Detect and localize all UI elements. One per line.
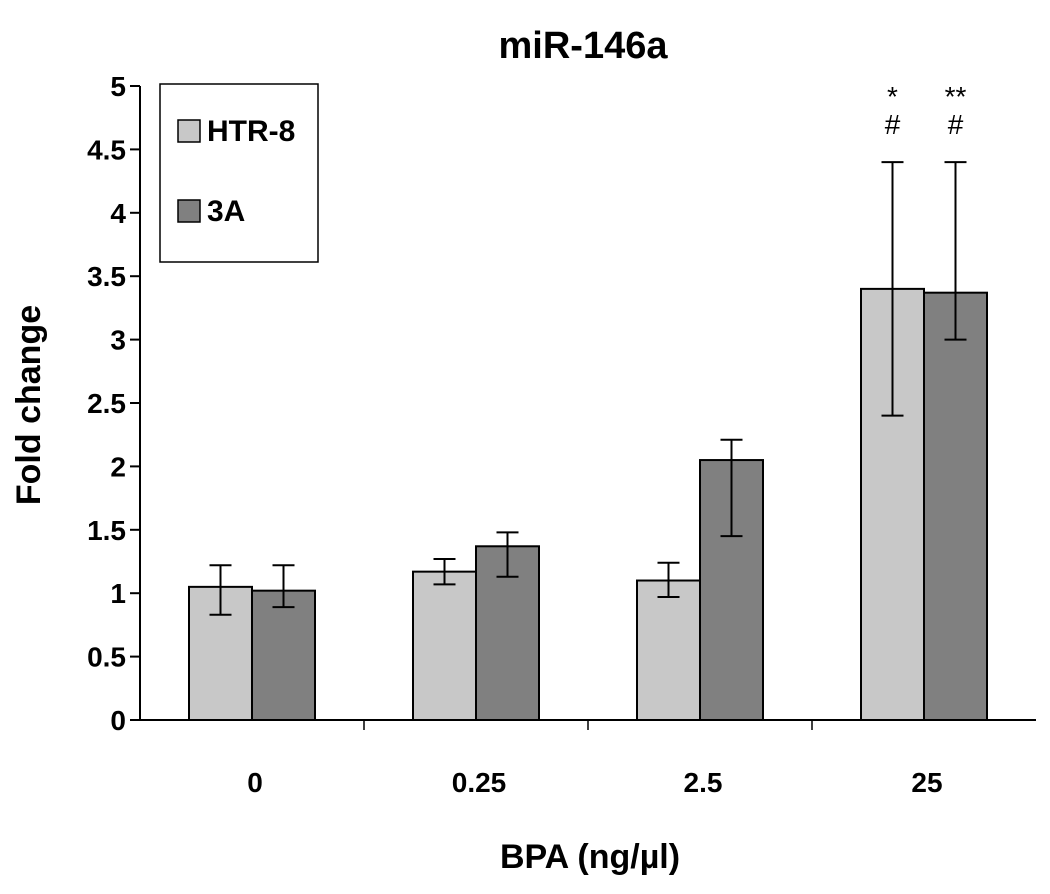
significance-annotations: *#**# [885,81,967,140]
legend-label: 3A [207,195,245,228]
x-tick-label: 2.5 [684,767,723,798]
y-tick-label: 4.5 [87,134,126,165]
bar [923,291,988,721]
legend-swatch [177,119,201,143]
x-axis-label: BPA (ng/µl) [500,838,680,876]
legend-swatch [177,199,201,223]
y-tick-label: 4 [110,198,126,229]
x-axis-ticks: 0 0.25 2.5 25 [247,720,943,798]
bar [188,585,253,721]
y-tick-label: 0.5 [87,642,126,673]
x-tick-label: 25 [911,767,942,798]
x-tick-label: 0.25 [452,767,507,798]
bar [412,570,477,721]
y-tick-label: 5 [110,71,126,102]
significance-mark: # [948,109,964,140]
significance-mark: # [885,109,901,140]
bar-series [188,287,988,722]
y-tick-label: 1 [110,578,126,609]
chart-title: miR-146a [499,25,669,67]
legend-box [159,83,319,263]
significance-mark: ** [945,81,967,112]
bar [251,589,316,721]
bar [636,579,701,722]
significance-mark: * [887,81,898,112]
y-tick-label: 3.5 [87,261,126,292]
y-axis-ticks: 0 0.5 1 1.5 2 2.5 3 3.5 4 4.5 5 [87,71,140,736]
bar [475,545,540,721]
y-tick-label: 0 [110,705,126,736]
legend-label: HTR-8 [207,115,295,148]
y-tick-label: 1.5 [87,515,126,546]
error-bars [209,161,967,616]
legend: HTR-8 3A [159,83,319,263]
y-axis-label: Fold change [10,305,48,505]
y-tick-label: 2.5 [87,388,126,419]
x-tick-label: 0 [247,767,263,798]
y-tick-label: 3 [110,325,126,356]
y-tick-label: 2 [110,451,126,482]
